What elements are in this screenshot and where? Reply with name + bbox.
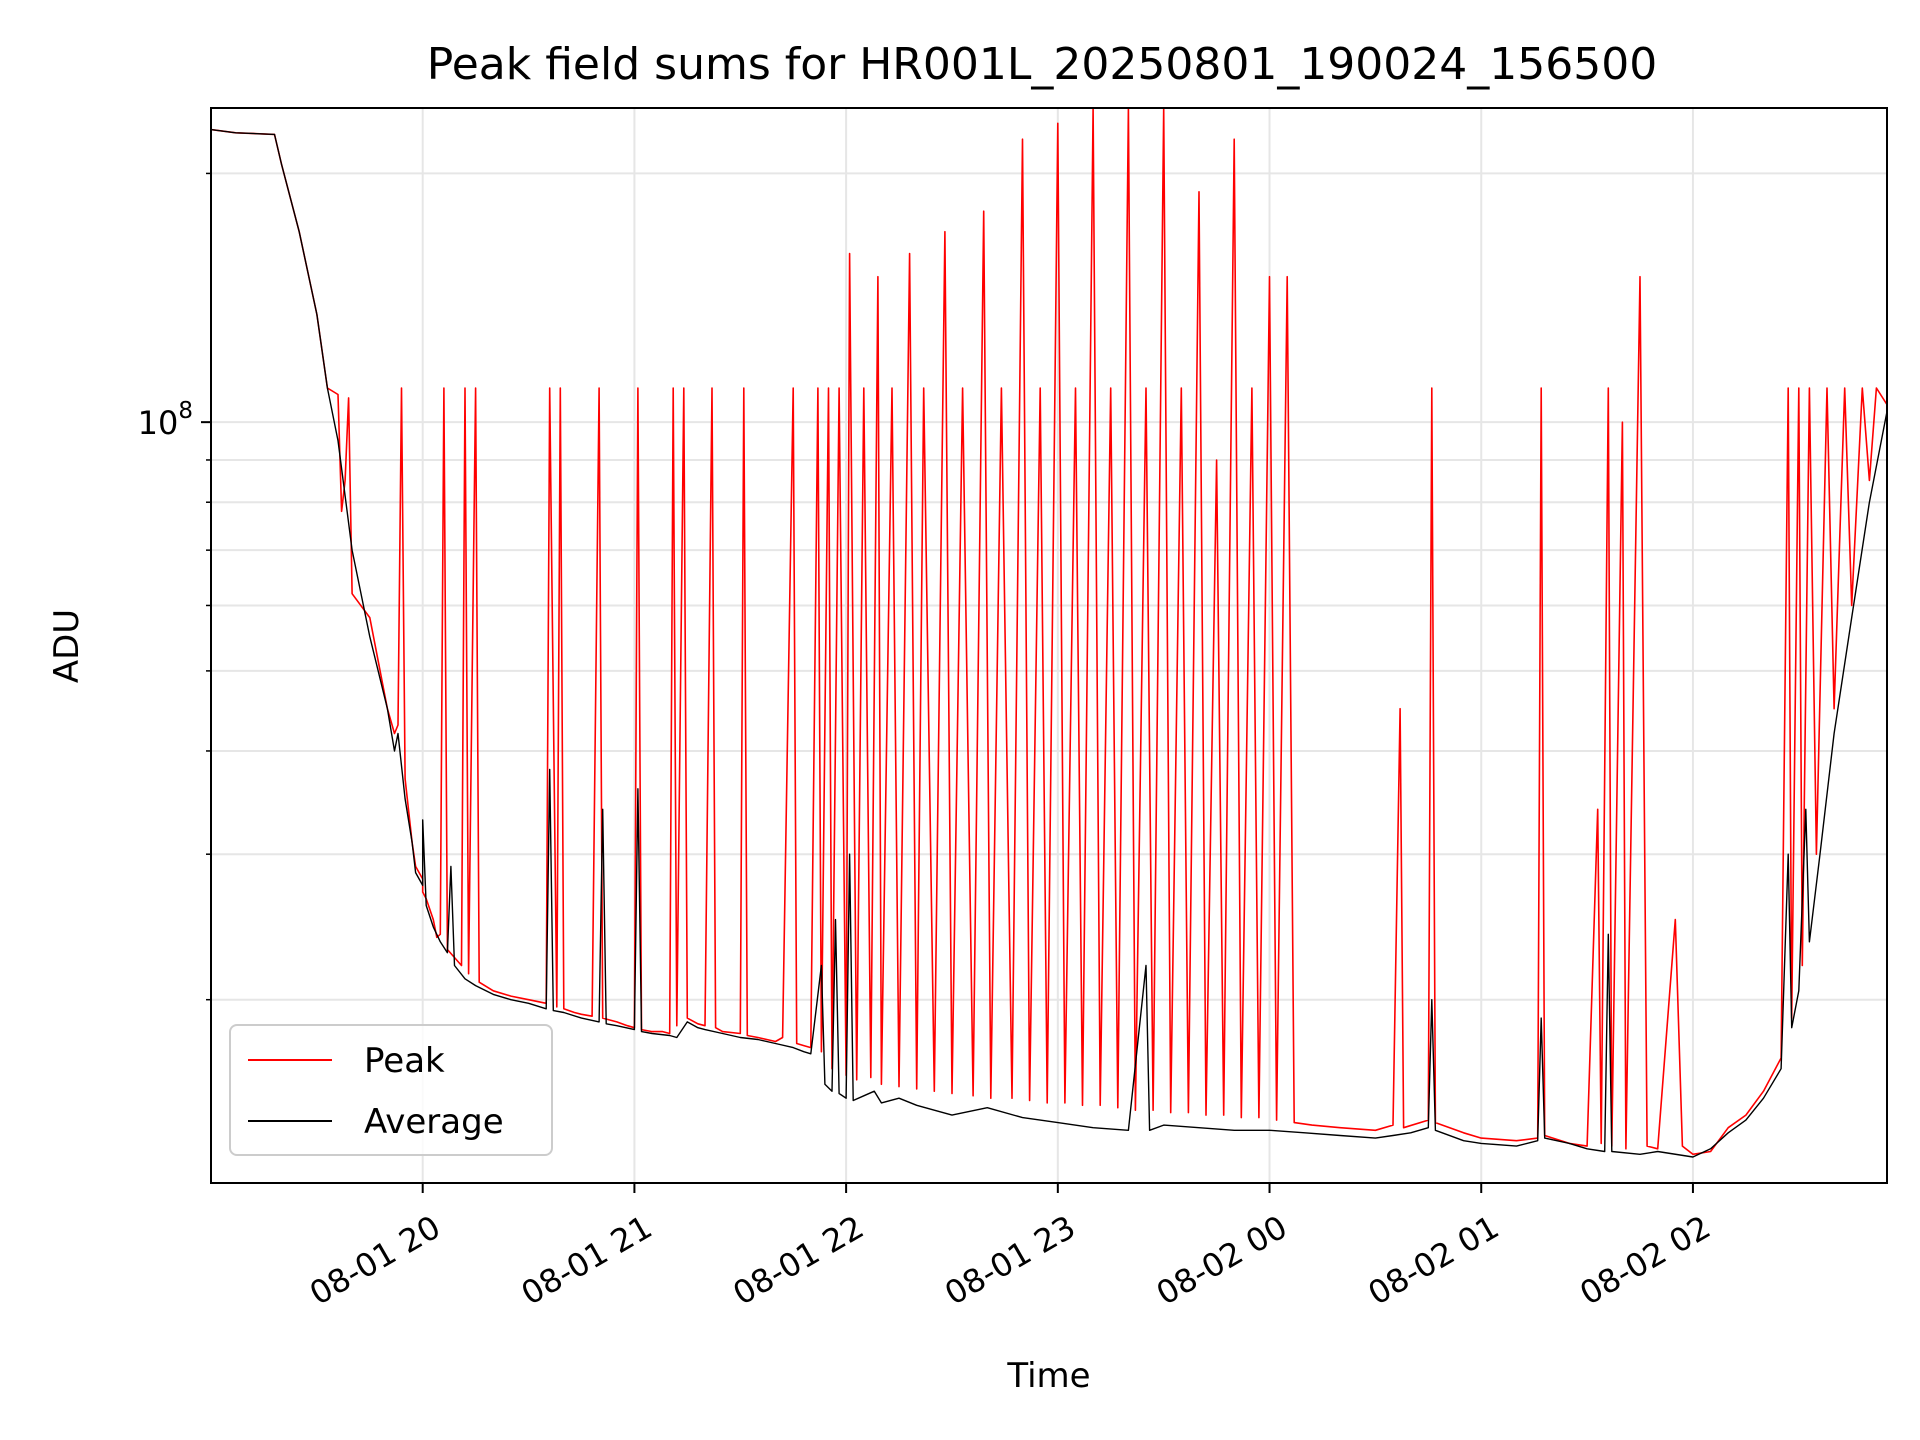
y-tick-label-base: 10 (138, 404, 179, 442)
series-layer (211, 108, 1887, 1158)
legend-box (229, 1024, 553, 1156)
x-axis-label: Time (1006, 1356, 1090, 1396)
series-line-average (211, 128, 1887, 1158)
y-tick-label-exponent: 8 (178, 398, 193, 424)
y-axis-label: ADU (47, 609, 87, 683)
chart-title: Peak field sums for HR001L_20250801_1900… (427, 39, 1658, 90)
y-tick-label: 108 (138, 398, 193, 442)
legend-label-peak: Peak (364, 1041, 445, 1081)
legend-label-average: Average (364, 1102, 504, 1142)
plot-frame (210, 107, 1888, 1184)
legend: Peak Average (229, 1024, 553, 1156)
series-line-peak (211, 108, 1887, 1156)
